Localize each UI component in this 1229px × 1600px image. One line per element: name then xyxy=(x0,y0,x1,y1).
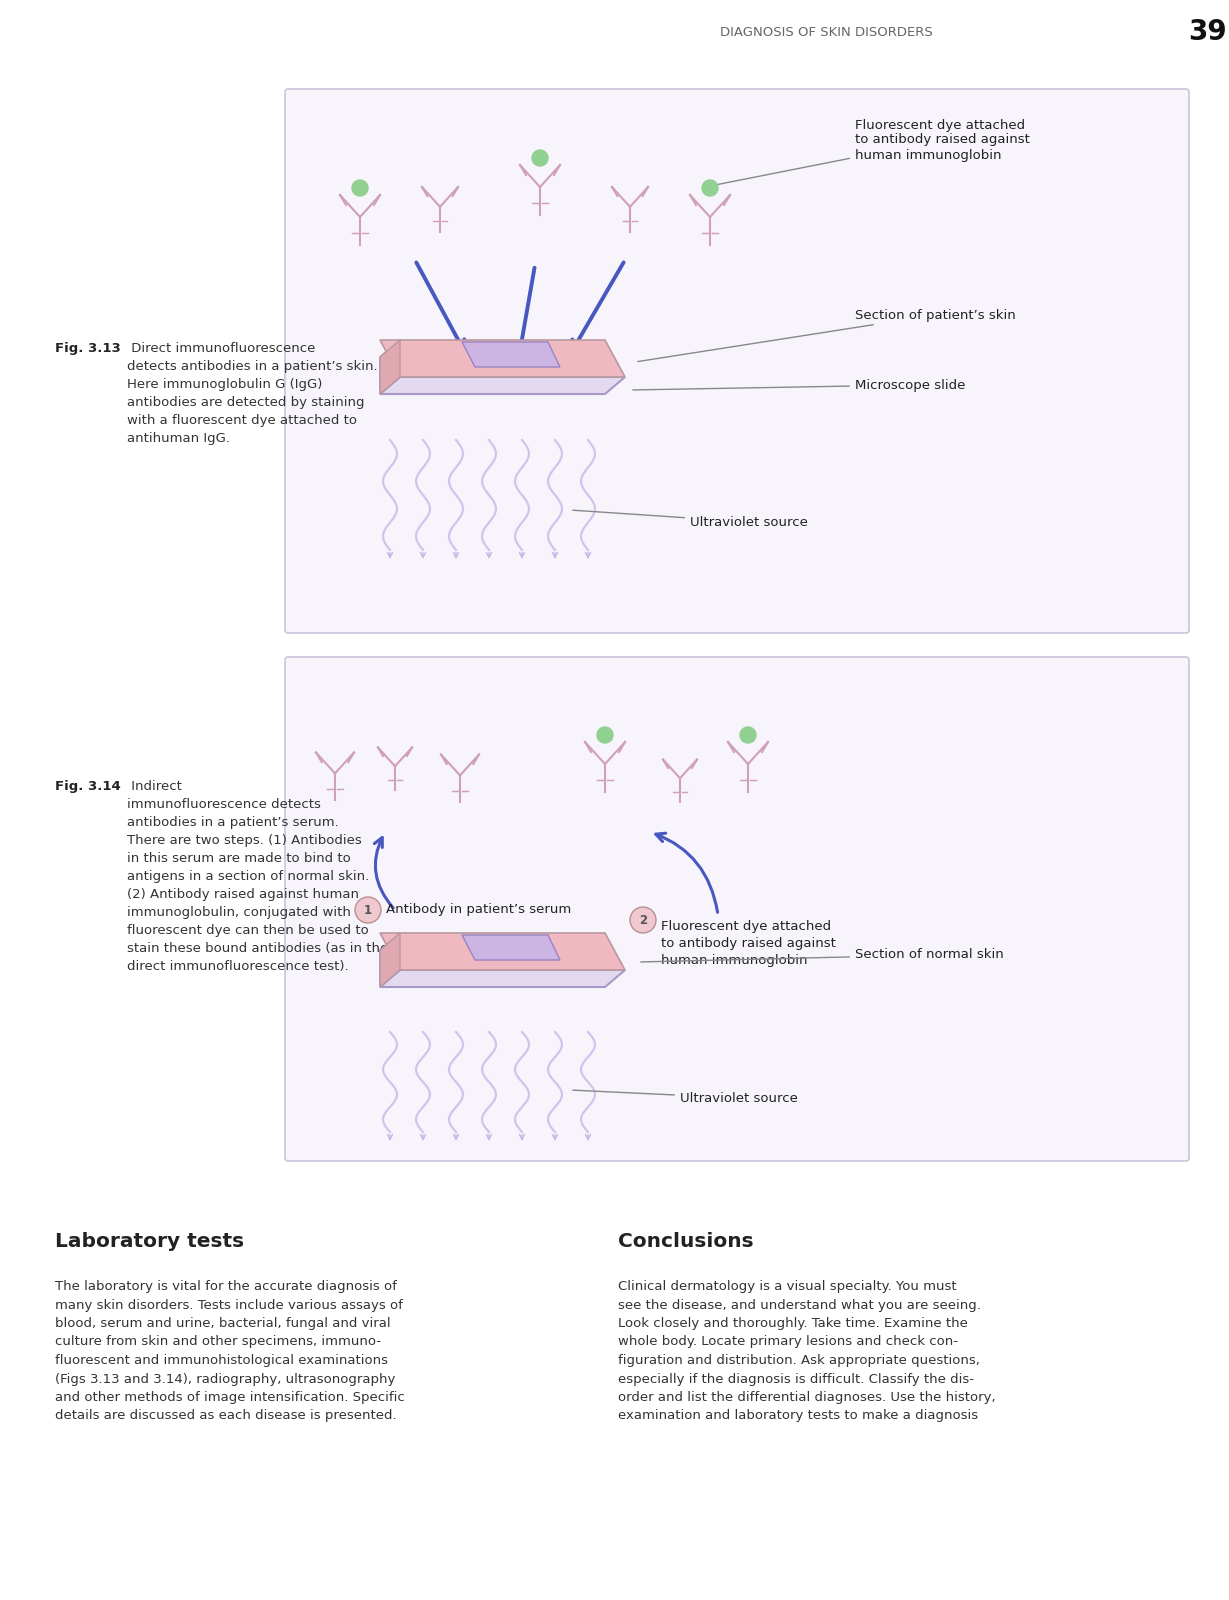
Text: Fluorescent dye attached
to antibody raised against
human immunoglobin: Fluorescent dye attached to antibody rai… xyxy=(661,920,836,966)
Polygon shape xyxy=(462,342,560,366)
Circle shape xyxy=(351,179,367,195)
Polygon shape xyxy=(380,933,399,987)
Polygon shape xyxy=(380,378,626,394)
Text: 1: 1 xyxy=(364,904,372,917)
Polygon shape xyxy=(380,341,626,378)
Polygon shape xyxy=(380,341,399,394)
Circle shape xyxy=(532,150,548,166)
Text: Fluorescent dye attached
to antibody raised against
human immunoglobin: Fluorescent dye attached to antibody rai… xyxy=(718,118,1030,184)
Text: Fig. 3.14: Fig. 3.14 xyxy=(55,781,120,794)
Circle shape xyxy=(355,898,381,923)
Text: Ultraviolet source: Ultraviolet source xyxy=(573,510,807,528)
Polygon shape xyxy=(380,933,626,970)
FancyBboxPatch shape xyxy=(285,658,1188,1162)
Text: Ultraviolet source: Ultraviolet source xyxy=(573,1090,798,1104)
Circle shape xyxy=(597,726,613,742)
Circle shape xyxy=(702,179,718,195)
Text: Fig. 3.13: Fig. 3.13 xyxy=(55,342,120,355)
Text: Antibody in patient’s serum: Antibody in patient’s serum xyxy=(386,904,571,917)
Circle shape xyxy=(740,726,756,742)
Text: Indirect
immunofluorescence detects
antibodies in a patient’s serum.
There are t: Indirect immunofluorescence detects anti… xyxy=(127,781,388,973)
Text: DIAGNOSIS OF SKIN DISORDERS: DIAGNOSIS OF SKIN DISORDERS xyxy=(720,26,933,38)
Text: The laboratory is vital for the accurate diagnosis of
many skin disorders. Tests: The laboratory is vital for the accurate… xyxy=(55,1280,404,1422)
Text: Section of patient’s skin: Section of patient’s skin xyxy=(638,309,1015,362)
Circle shape xyxy=(630,907,656,933)
Text: Microscope slide: Microscope slide xyxy=(633,379,965,392)
Polygon shape xyxy=(380,933,399,987)
Text: Conclusions: Conclusions xyxy=(618,1232,753,1251)
Polygon shape xyxy=(380,970,626,987)
Text: 2: 2 xyxy=(639,914,646,926)
Text: Section of normal skin: Section of normal skin xyxy=(640,949,1004,962)
FancyBboxPatch shape xyxy=(285,90,1188,634)
Text: Laboratory tests: Laboratory tests xyxy=(55,1232,245,1251)
Text: 39: 39 xyxy=(1188,18,1227,46)
Text: Direct immunofluorescence
detects antibodies in a patient’s skin.
Here immunoglo: Direct immunofluorescence detects antibo… xyxy=(127,342,377,445)
Polygon shape xyxy=(462,934,560,960)
Polygon shape xyxy=(380,341,399,394)
Text: Clinical dermatology is a visual specialty. You must
see the disease, and unders: Clinical dermatology is a visual special… xyxy=(618,1280,995,1422)
